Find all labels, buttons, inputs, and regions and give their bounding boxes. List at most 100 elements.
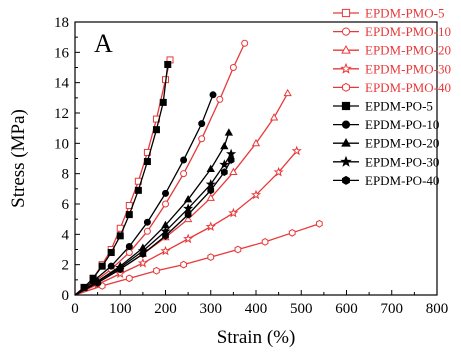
series-epdm-pmo-5 xyxy=(74,56,174,296)
data-point xyxy=(220,168,228,177)
data-point xyxy=(160,245,171,256)
data-point xyxy=(234,245,242,254)
data-point xyxy=(216,95,224,103)
data-point xyxy=(226,148,237,159)
data-point xyxy=(315,219,323,228)
series-layer xyxy=(74,39,323,296)
data-point xyxy=(183,233,194,244)
data-point xyxy=(283,88,292,97)
legend-label: EPDM-PO-40 xyxy=(365,173,439,188)
data-point xyxy=(341,27,351,36)
data-point xyxy=(288,228,296,237)
data-point xyxy=(198,135,206,143)
x-tick-label: 0 xyxy=(71,301,79,317)
data-point xyxy=(125,211,133,219)
data-point xyxy=(207,186,215,195)
legend-label: EPDM-PO-5 xyxy=(365,99,433,114)
legend: EPDM-PMO-5 EPDM-PMO-10 EPDM-PMO-20 EPDM-PMO… xyxy=(333,6,451,188)
legend-label: EPDM-PMO-20 xyxy=(365,43,451,58)
legend-label: EPDM-PMO-5 xyxy=(365,6,444,21)
data-point xyxy=(183,194,193,203)
series-line xyxy=(74,42,246,296)
plot-frame xyxy=(74,21,438,296)
y-tick-label: 6 xyxy=(62,197,70,213)
x-tick-label: 500 xyxy=(290,301,313,317)
legend-entry: EPDM-PMO-5 xyxy=(333,6,444,21)
x-tick-label: 800 xyxy=(426,301,449,317)
data-point xyxy=(341,138,351,147)
data-point xyxy=(241,39,249,47)
data-point xyxy=(251,138,261,147)
data-point xyxy=(143,218,151,226)
legend-label: EPDM-PO-20 xyxy=(365,136,439,151)
series-line xyxy=(74,59,171,296)
data-point xyxy=(143,158,151,166)
data-point xyxy=(291,145,302,156)
y-axis-title: Stress (MPa) xyxy=(8,109,29,208)
series-line xyxy=(74,223,320,296)
data-point xyxy=(162,231,169,240)
data-point xyxy=(162,189,169,197)
data-point xyxy=(209,91,217,99)
data-point xyxy=(205,178,216,189)
data-point xyxy=(107,249,115,257)
data-point xyxy=(224,128,234,136)
legend-entry: EPDM-PO-30 xyxy=(333,154,439,169)
series-line xyxy=(74,159,232,296)
y-tick-label: 8 xyxy=(62,167,70,183)
series-line xyxy=(74,153,232,296)
series-epdm-po-40 xyxy=(74,156,235,296)
data-point xyxy=(183,214,193,223)
data-point xyxy=(116,265,124,274)
y-tick-label: 2 xyxy=(62,258,70,274)
y-tick-label: 12 xyxy=(54,106,69,122)
data-point xyxy=(342,82,350,92)
data-point xyxy=(341,8,351,18)
data-point xyxy=(205,221,216,232)
data-point xyxy=(229,64,237,71)
series-epdm-po-10 xyxy=(74,91,217,296)
data-point xyxy=(125,249,133,257)
data-point xyxy=(162,200,169,208)
data-point xyxy=(115,268,126,279)
legend-label: EPDM-PMO-10 xyxy=(365,24,451,39)
data-point xyxy=(143,227,151,235)
data-point xyxy=(159,98,167,106)
x-tick-label: 100 xyxy=(109,301,132,317)
data-point xyxy=(152,126,160,134)
data-point xyxy=(250,189,262,200)
data-point xyxy=(180,170,188,178)
x-tick-label: 200 xyxy=(154,301,177,317)
y-tick-label: 4 xyxy=(62,227,70,243)
x-axis-title: Strain (%) xyxy=(217,327,296,348)
y-tick-label: 10 xyxy=(54,136,69,152)
data-point xyxy=(137,257,148,268)
data-point xyxy=(269,113,279,121)
legend-label: EPDM-PMO-40 xyxy=(365,80,451,95)
legend-entry: EPDM-PO-20 xyxy=(333,136,439,151)
data-point xyxy=(341,120,351,129)
y-tick-label: 0 xyxy=(62,288,70,304)
data-point xyxy=(98,262,106,270)
data-point xyxy=(273,166,284,177)
series-epdm-pmo-30 xyxy=(74,145,302,296)
legend-entry: EPDM-PMO-20 xyxy=(333,43,451,58)
data-point xyxy=(116,232,124,240)
x-tick-label: 700 xyxy=(381,301,404,317)
data-point xyxy=(139,250,147,258)
data-point xyxy=(206,193,215,201)
data-point xyxy=(207,253,215,261)
series-epdm-po-5 xyxy=(74,60,172,296)
data-point xyxy=(125,274,133,283)
x-tick-label: 600 xyxy=(335,301,358,317)
data-point xyxy=(184,210,192,219)
y-tick-label: 14 xyxy=(54,76,70,92)
data-point xyxy=(164,60,172,68)
data-point xyxy=(153,266,160,275)
data-point xyxy=(341,45,351,54)
legend-entry: EPDM-PMO-30 xyxy=(333,61,451,76)
legend-entry: EPDM-PMO-40 xyxy=(333,80,451,95)
series-epdm-pmo-40 xyxy=(74,219,323,296)
data-point xyxy=(228,207,239,218)
data-point xyxy=(219,159,230,169)
